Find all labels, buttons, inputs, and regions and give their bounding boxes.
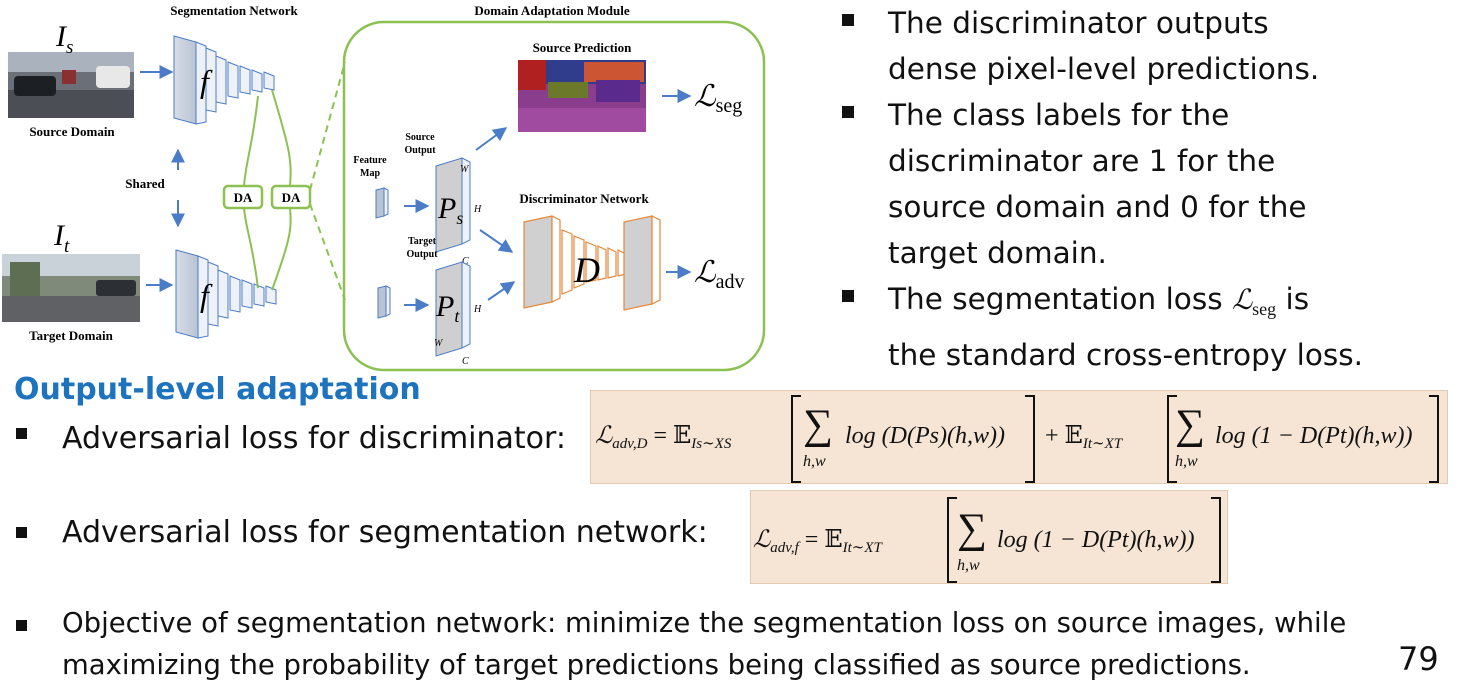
- segmentation-network-top: [173, 35, 275, 125]
- eq1-bracket-left: [791, 395, 801, 483]
- segmentation-network-bottom: [175, 249, 277, 339]
- ps-dim-w: W: [460, 164, 470, 175]
- eq1-sum2: ∑: [1175, 402, 1205, 448]
- objective-line-2: maximizing the probability of target pre…: [62, 649, 1251, 681]
- bullet-marker: [842, 14, 854, 26]
- right-bullet-1-line-1: The discriminator outputs: [888, 6, 1269, 40]
- right-bullet-2-line-4: target domain.: [888, 236, 1107, 270]
- equation-segmentation-box: ℒadv,f = 𝔼It∼XT ∑ h,w log (1 − D(Pt)(h,w…: [750, 490, 1228, 584]
- ps-dim-c: C: [462, 256, 469, 267]
- discriminator-title: Discriminator Network: [519, 191, 649, 206]
- bullet-segmentation-loss: Adversarial loss for segmentation networ…: [62, 515, 708, 550]
- eq1-sum2-sub: h,w: [1175, 453, 1198, 470]
- domain-adaptation-module: [342, 20, 766, 372]
- source-prediction-image: [518, 60, 646, 132]
- da-box-1: [222, 184, 264, 210]
- eq1-term1: log (D(Ps)(h,w)): [845, 423, 1005, 449]
- bullet-marker: [16, 527, 27, 538]
- section-title: Output-level adaptation: [14, 372, 421, 407]
- right-bullet-3-line-1: The segmentation loss ℒseg is: [888, 276, 1448, 332]
- right-bullet-3-text-a: The segmentation loss: [888, 282, 1223, 316]
- feature-map-label: Feature Map: [353, 155, 387, 179]
- right-bullet-2-line-3: source domain and 0 for the: [888, 190, 1307, 224]
- eq2-sum-sub: h,w: [957, 557, 980, 574]
- pt-dim-h: H: [473, 304, 482, 315]
- page-number: 79: [1398, 640, 1439, 678]
- objective-line-1: Objective of segmentation network: minim…: [62, 607, 1347, 639]
- domain-adaptation-title: Domain Adaptation Module: [474, 3, 630, 18]
- right-bullet-3-line-2: the standard cross-entropy loss.: [888, 338, 1364, 372]
- ps-dim-h: H: [473, 204, 482, 215]
- equation-discriminator-box: ℒadv,D = 𝔼Is∼XS ∑ h,w log (D(Ps)(h,w)) +…: [590, 390, 1448, 484]
- feature-map-source: [375, 187, 385, 219]
- loss-adv-symbol: ℒadv: [694, 256, 745, 293]
- da-label-2: DA: [282, 190, 301, 205]
- bullet-marker: [842, 106, 854, 118]
- eq2-bracket-right: [1211, 497, 1221, 583]
- loss-seg-symbol: ℒseg: [694, 80, 742, 117]
- ps-symbol: Ps: [437, 192, 463, 228]
- bullet-marker: [842, 290, 854, 302]
- eq1-sum-sub: h,w: [803, 453, 826, 470]
- eq2-sum: ∑: [957, 506, 987, 552]
- eq1-term2: log (1 − D(Pt)(h,w)): [1215, 423, 1413, 449]
- bullet-marker: [16, 428, 27, 439]
- source-domain-symbol: Is: [55, 20, 73, 58]
- source-image: [8, 52, 134, 118]
- right-bullet-2: The class labels for the discriminator a…: [888, 92, 1448, 276]
- architecture-diagram: Segmentation Network Domain Adaptation M…: [2, 3, 766, 372]
- pt-dim-w: W: [434, 338, 444, 349]
- eq1-second: + 𝔼It∼XT: [1045, 423, 1123, 452]
- eq2-bracket-left: [947, 497, 957, 583]
- bullet-objective: Objective of segmentation network: minim…: [62, 602, 1346, 686]
- target-domain-symbol: It: [53, 219, 70, 257]
- bullet-marker: [16, 620, 27, 631]
- right-bullet-2-line-1: The class labels for the: [888, 98, 1230, 132]
- segmentation-network-title: Segmentation Network: [170, 3, 298, 18]
- source-output-label: Source Output: [404, 132, 436, 156]
- discriminator-network: [523, 215, 661, 311]
- eq2-term1: log (1 − D(Pt)(h,w)): [997, 527, 1195, 553]
- shared-label: Shared: [125, 176, 165, 191]
- loss-seg-inline: ℒseg: [1231, 285, 1277, 319]
- eq1-lhs: ℒadv,D = 𝔼Is∼XS: [595, 423, 732, 452]
- right-bullet-2-line-2: discriminator are 1 for the: [888, 144, 1276, 178]
- eq1-bracket-right: [1025, 395, 1035, 483]
- pt-symbol: Pt: [435, 290, 460, 326]
- da-connections: [243, 89, 292, 291]
- right-bullet-1: The discriminator outputs dense pixel-le…: [888, 0, 1448, 92]
- pt-dim-c: C: [462, 356, 469, 367]
- right-bullet-1-line-2: dense pixel-level predictions.: [888, 52, 1320, 86]
- da-box-2: [270, 184, 312, 210]
- right-bullet-3-text-b: is: [1285, 282, 1310, 316]
- source-prediction-title: Source Prediction: [533, 40, 633, 55]
- eq1-bracket2-left: [1167, 395, 1177, 483]
- source-domain-label: Source Domain: [29, 124, 115, 139]
- target-output-label: Target Output: [406, 236, 438, 260]
- right-bullet-3: The segmentation loss ℒseg is the standa…: [888, 276, 1448, 378]
- bullet-discriminator-loss: Adversarial loss for discriminator:: [62, 421, 566, 456]
- discriminator-symbol: D: [573, 250, 600, 290]
- eq2-lhs: ℒadv,f = 𝔼It∼XT: [753, 527, 882, 556]
- target-image: [2, 254, 140, 322]
- feature-map-target: [377, 285, 387, 319]
- target-domain-label: Target Domain: [29, 328, 113, 343]
- eq1-sum: ∑: [803, 402, 833, 448]
- da-label-1: DA: [234, 190, 253, 205]
- eq1-bracket2-right: [1429, 395, 1439, 483]
